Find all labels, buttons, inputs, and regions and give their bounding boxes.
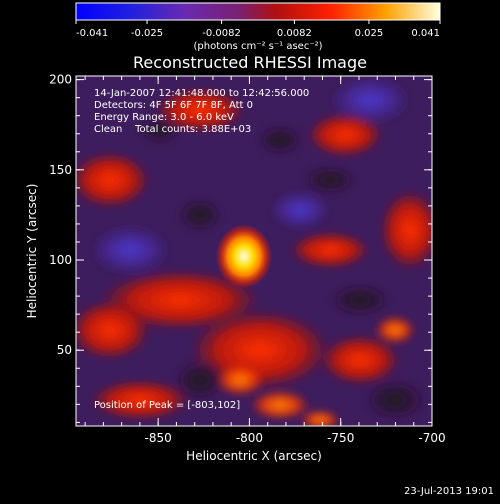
chart-title: Reconstructed RHESSI Image: [133, 53, 367, 72]
timestamp: 23-Jul-2013 19:01: [404, 486, 494, 497]
heatmap-image: [76, 76, 432, 426]
y-tick-label: 150: [49, 163, 72, 177]
colorbar-tick-label: 0.041: [411, 28, 440, 39]
annotation-line: Clean Total counts: 3.88E+03: [94, 124, 251, 135]
x-tick-label: -800: [236, 431, 263, 445]
colorbar: [75, 2, 441, 21]
x-tick-label: -700: [418, 431, 445, 445]
colorbar-tick-label: -0.041: [76, 28, 108, 39]
annotation-block: 14-Jan-2007 12:41:48.000 to 12:42:56.000…: [94, 88, 309, 135]
y-tick-label: 50: [57, 343, 72, 357]
peak-source: [215, 224, 272, 289]
y-axis-label: Heliocentric Y (arcsec): [25, 184, 39, 319]
x-tick-label: -850: [145, 431, 172, 445]
colorbar-tick-label: 0.025: [355, 28, 384, 39]
y-axis: 50 100 150 200: [49, 73, 432, 423]
annotation-line: Energy Range: 3.0 - 6.0 keV: [94, 112, 234, 123]
colorbar-units-label: (photons cm⁻² s⁻¹ asec⁻²): [193, 41, 322, 52]
annotation-line: 14-Jan-2007 12:41:48.000 to 12:42:56.000: [94, 88, 309, 99]
y-tick-label: 100: [49, 253, 72, 267]
colorbar-tick-label: -0.0082: [202, 28, 241, 39]
colorbar-ticks: -0.041 -0.025 -0.0082 0.0082 0.025 0.041: [75, 20, 441, 39]
x-axis-label: Heliocentric X (arcsec): [186, 449, 322, 463]
colorbar-tick-label: -0.025: [131, 28, 163, 39]
plot-frame: [75, 75, 433, 427]
y-tick-label: 200: [49, 73, 72, 87]
x-tick-label: -750: [327, 431, 354, 445]
peak-position-label: Position of Peak = [-803,102]: [94, 400, 240, 411]
colorbar-tick-label: 0.0082: [277, 28, 312, 39]
x-axis: -850 -800 -750 -700: [84, 76, 446, 445]
annotation-line: Detectors: 4F 5F 6F 7F 8F, Att 0: [94, 100, 253, 111]
